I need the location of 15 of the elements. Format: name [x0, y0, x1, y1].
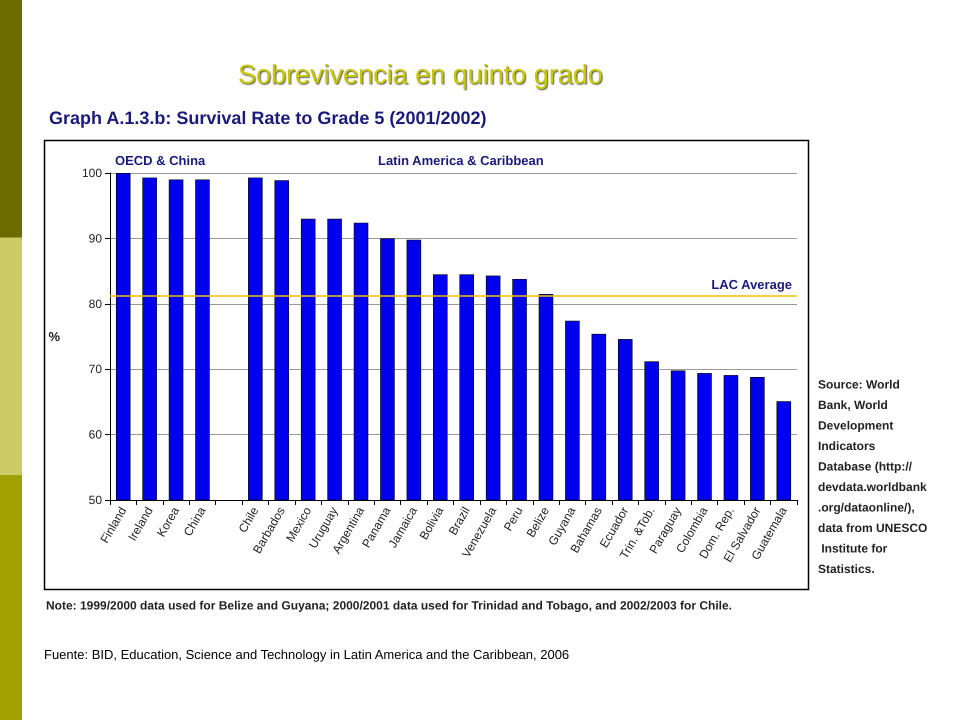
y-tick-label: 80 — [88, 296, 102, 311]
y-tick-label: 50 — [88, 493, 102, 507]
y-tick-label: 100 — [82, 166, 102, 180]
source-note: Fuente: BID, Education, Science and Technology in Latin America and the Caribbean, 2006 — [44, 647, 570, 662]
text: Note: 1999/2000 data used for Belize and Guyana; 2000/2001 data used for Trinidad and Tobago, and 2002/2003 for Chile. — [46, 598, 732, 612]
text: Latin America & Caribbean — [378, 153, 544, 168]
text: Source: World Bank, World Development Indicators Database (http://devdata.worldbank.org/dataonline/), data from UNESCO Institute for Statistics. — [818, 377, 928, 576]
y-tick-label: 90 — [88, 231, 102, 246]
chart-subtitle: Graph A.1.3.b: Survival Rate to Grade 5 (2001/2002) — [49, 108, 487, 128]
text: OECD & China — [115, 153, 206, 168]
chart-title: Sobrevivencia en quinto grado — [238, 60, 603, 90]
y-tick-label: 70 — [88, 362, 102, 376]
y-tick-label: 60 — [88, 428, 102, 442]
ref-line-label: LAC Average — [711, 276, 792, 292]
y-axis-title: % — [48, 329, 60, 344]
